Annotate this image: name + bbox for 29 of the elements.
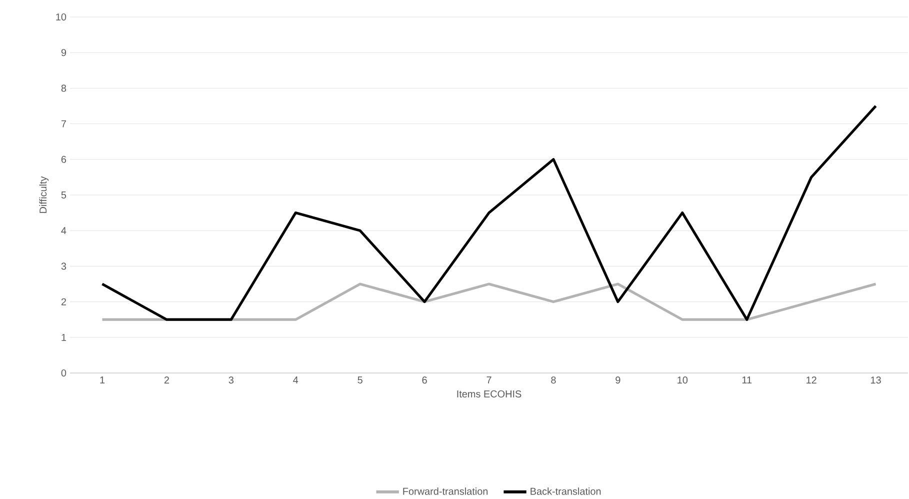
x-tick-label: 5 (358, 376, 362, 384)
y-tick-label: 9 (61, 49, 66, 56)
x-tick-label: 10 (678, 376, 688, 384)
x-tick-label: 1 (100, 376, 105, 384)
y-tick-label: 4 (61, 227, 66, 234)
y-tick-label: 8 (61, 84, 66, 92)
y-tick-label: 5 (61, 192, 66, 198)
legend-label: Back-translation (530, 488, 601, 495)
y-tick-label: 0 (61, 369, 66, 377)
x-tick-label: 13 (871, 376, 881, 384)
x-tick-label: 3 (228, 376, 234, 384)
legend-label: Forward-translation (403, 488, 488, 495)
x-tick-label: 4 (293, 376, 298, 384)
x-tick-label: 2 (164, 376, 169, 384)
y-tick-label: 6 (61, 156, 66, 163)
x-tick-label: 6 (422, 376, 427, 384)
x-tick-label: 12 (806, 376, 816, 384)
x-axis-title: Items ECOHIS (457, 390, 522, 398)
y-tick-label: 2 (61, 298, 66, 306)
line-series (100, 104, 878, 321)
y-tick-label: 3 (61, 262, 66, 270)
x-tick-label: 7 (486, 376, 492, 384)
y-axis-title: Difficulty (39, 176, 49, 213)
x-tick-label: 9 (616, 376, 620, 384)
y-tick-label: 10 (56, 13, 66, 21)
x-tick-label: 11 (742, 376, 752, 384)
y-tick-label: 7 (61, 120, 66, 128)
x-tick-label: 8 (551, 376, 556, 384)
y-tick-label: 1 (62, 334, 66, 341)
